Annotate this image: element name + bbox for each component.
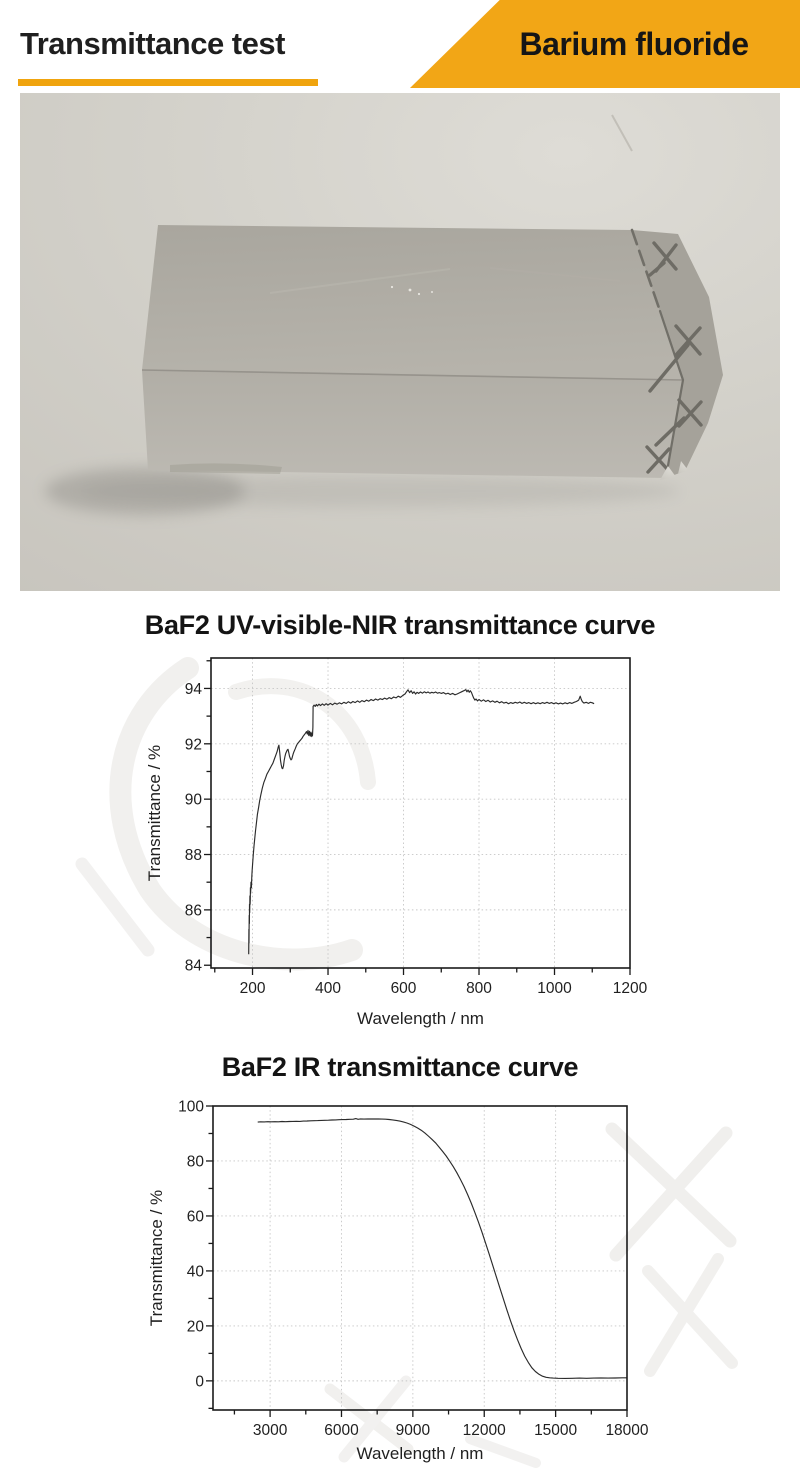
svg-text:15000: 15000: [534, 1422, 577, 1439]
uv-chart-title: BaF2 UV-visible-NIR transmittance curve: [144, 610, 656, 640]
svg-text:18000: 18000: [605, 1422, 648, 1439]
product-photo: [20, 93, 780, 591]
svg-text:92: 92: [185, 736, 202, 753]
page-title: Transmittance test: [20, 26, 285, 61]
block-crack-line-lower: [658, 309, 685, 479]
tick-labels: 200 400 600 800 1000 1200 84 86 88 90 92 94: [185, 681, 648, 997]
x-axis-label: Wavelength / nm: [357, 1009, 484, 1028]
svg-text:9000: 9000: [396, 1422, 431, 1439]
block-top-face: [142, 225, 683, 380]
svg-text:88: 88: [185, 847, 202, 864]
svg-text:6000: 6000: [324, 1422, 359, 1439]
uv-vis-nir-transmittance-chart: 200 400 600 800 1000 1200 84 86 88 90 92 94 Waveleng…: [75, 657, 648, 1028]
plot-frame: [210, 657, 631, 969]
svg-text:90: 90: [185, 792, 203, 809]
edge-chip: [660, 466, 676, 480]
ir-transmittance-chart: 3000 6000 9000 12000 15000 18000 0 20 40 60 80 100 W…: [147, 1099, 738, 1468]
data-curve: [248, 689, 595, 955]
surface-streak-2: [489, 267, 621, 282]
crystal-block-photo: [20, 93, 780, 591]
ir-chart-title: BaF2 IR transmittance curve: [221, 1052, 579, 1082]
surface-streak: [269, 268, 451, 294]
svg-text:400: 400: [315, 980, 341, 997]
surface-sparkles: [390, 285, 433, 296]
svg-text:3000: 3000: [253, 1422, 288, 1439]
block-shadow-left: [45, 467, 245, 515]
watermark: [324, 1122, 738, 1468]
svg-text:84: 84: [185, 958, 203, 975]
svg-text:100: 100: [178, 1099, 204, 1116]
x-marks: [645, 241, 703, 474]
product-banner: Barium fluoride: [410, 0, 800, 88]
block-crack-line-upper: [630, 228, 662, 313]
front-bottom-smudge: [170, 463, 282, 474]
svg-text:200: 200: [240, 980, 266, 997]
svg-text:600: 600: [391, 980, 417, 997]
plot-frame: [212, 1105, 628, 1411]
tick-labels: 3000 6000 9000 12000 15000 18000 0 20 40 60 80 100: [178, 1099, 649, 1440]
svg-text:20: 20: [187, 1318, 205, 1335]
uv-vis-nir-chart-section: BaF2 UV-visible-NIR transmittance curve …: [0, 606, 800, 1035]
product-banner-label: Barium fluoride: [519, 25, 749, 62]
svg-text:60: 60: [187, 1208, 205, 1225]
svg-text:1200: 1200: [613, 980, 648, 997]
gridlines: [211, 658, 630, 968]
data-curve: [257, 1118, 627, 1379]
svg-text:80: 80: [187, 1153, 205, 1170]
x-axis-label: Wavelength / nm: [357, 1444, 484, 1463]
title-underline: [18, 79, 318, 86]
svg-text:12000: 12000: [463, 1422, 506, 1439]
edge-chip-2: [678, 461, 688, 474]
header: Transmittance test Barium fluoride: [0, 0, 800, 88]
y-axis-label: Transmittance / %: [147, 1190, 166, 1326]
svg-text:40: 40: [187, 1263, 205, 1280]
svg-text:94: 94: [185, 681, 203, 698]
axis-ticks: [206, 1105, 628, 1417]
svg-text:800: 800: [466, 980, 492, 997]
block-front-face: [142, 370, 683, 478]
y-axis-label: Transmittance / %: [145, 745, 164, 881]
gridlines: [213, 1106, 627, 1410]
svg-text:1000: 1000: [537, 980, 572, 997]
block-ridge: [141, 369, 684, 381]
svg-text:86: 86: [185, 902, 202, 919]
axis-ticks: [204, 660, 631, 975]
svg-text:0: 0: [195, 1373, 204, 1390]
ir-chart-section: BaF2 IR transmittance curve 3000 6000 9000…: [0, 1048, 800, 1476]
background-scratch: [611, 114, 633, 152]
watermark: [75, 657, 376, 971]
